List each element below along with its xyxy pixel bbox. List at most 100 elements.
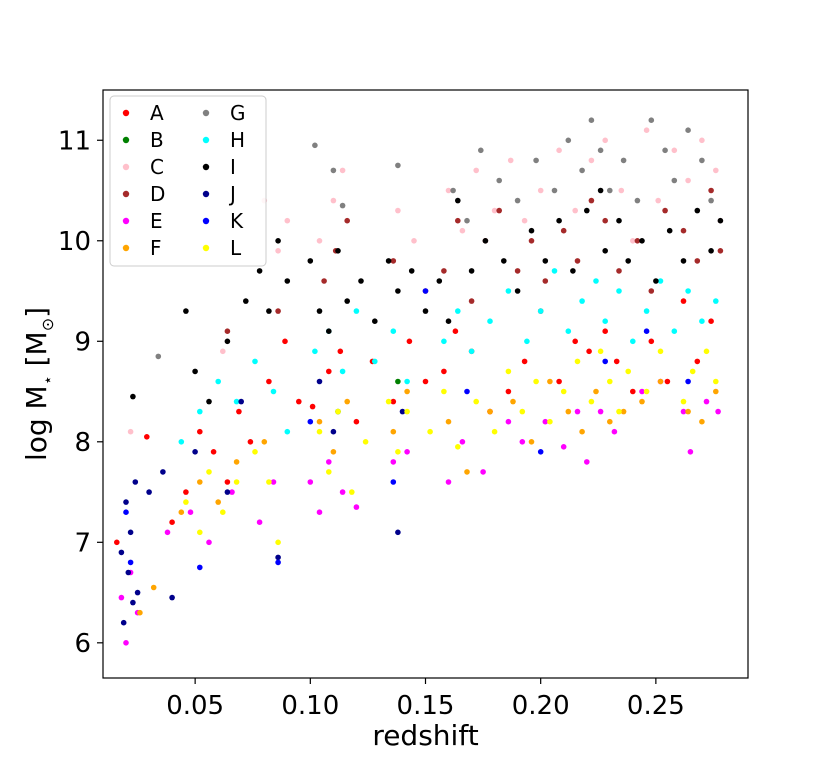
point-e-30 xyxy=(680,408,687,415)
point-i-42 xyxy=(708,248,714,254)
point-i-11 xyxy=(316,308,323,314)
point-c-19 xyxy=(588,157,595,164)
legend-entry-d: D xyxy=(122,182,165,206)
legend-marker xyxy=(122,163,130,171)
point-l-17 xyxy=(441,388,447,395)
point-j-17 xyxy=(395,529,401,536)
point-i-23 xyxy=(455,197,461,204)
x-tick-label: 0.05 xyxy=(166,691,224,721)
point-c-3 xyxy=(275,248,281,254)
point-a-37 xyxy=(708,318,714,325)
point-f-17 xyxy=(547,378,553,385)
y-tick-label: 6 xyxy=(74,629,91,659)
point-i-43 xyxy=(717,217,724,224)
point-h-11 xyxy=(372,358,378,365)
point-d-20 xyxy=(634,238,641,244)
point-j-9 xyxy=(160,469,166,475)
point-g-8 xyxy=(496,177,503,184)
point-e-33 xyxy=(715,408,721,415)
point-e-24 xyxy=(574,408,581,415)
point-a-8 xyxy=(247,439,254,445)
x-axis-label: redshift xyxy=(372,719,478,752)
data-points xyxy=(114,117,724,646)
legend-entry-j: J xyxy=(202,182,236,206)
point-j-15 xyxy=(316,378,323,385)
point-j-0 xyxy=(118,549,125,556)
point-f-5 xyxy=(233,459,240,465)
point-l-28 xyxy=(597,348,604,355)
y-axis-label: log M⋆ [M⊙] xyxy=(20,307,57,461)
point-g-19 xyxy=(648,117,655,123)
point-a-7 xyxy=(236,408,242,415)
point-f-2 xyxy=(178,509,185,515)
point-j-7 xyxy=(134,589,141,596)
point-d-8 xyxy=(455,217,461,224)
point-c-16 xyxy=(537,187,544,194)
point-a-28 xyxy=(572,338,578,345)
point-h-21 xyxy=(551,268,558,274)
point-l-13 xyxy=(385,398,392,405)
point-l-1 xyxy=(197,529,203,536)
point-g-10 xyxy=(533,157,539,164)
point-i-25 xyxy=(482,238,489,244)
point-h-32 xyxy=(699,318,705,325)
point-g-13 xyxy=(579,167,585,174)
legend-label: L xyxy=(230,236,242,260)
point-l-3 xyxy=(220,509,226,515)
point-a-17 xyxy=(390,398,397,405)
point-h-31 xyxy=(685,288,691,294)
point-h-1 xyxy=(197,408,203,415)
point-f-20 xyxy=(593,388,599,395)
point-d-2 xyxy=(321,278,327,284)
point-d-25 xyxy=(708,187,714,194)
point-i-0 xyxy=(130,393,136,400)
legend-entry-l: L xyxy=(202,236,242,260)
point-d-14 xyxy=(542,278,549,284)
point-i-39 xyxy=(666,227,673,234)
point-j-3 xyxy=(125,569,132,576)
point-k-5 xyxy=(390,479,397,485)
point-l-35 xyxy=(689,368,696,375)
point-h-13 xyxy=(404,378,410,385)
legend-entry-k: K xyxy=(202,209,244,233)
point-h-18 xyxy=(505,288,512,294)
y-axis-label-unit-open: [M xyxy=(20,331,53,375)
legend-entry-g: G xyxy=(202,101,246,125)
point-f-15 xyxy=(510,398,516,405)
point-l-5 xyxy=(252,449,258,455)
point-j-13 xyxy=(238,398,244,405)
point-b-1 xyxy=(395,378,401,385)
point-g-16 xyxy=(607,187,613,194)
legend-label: A xyxy=(150,101,164,125)
point-c-0 xyxy=(127,428,134,435)
point-c-8 xyxy=(395,207,401,214)
point-i-18 xyxy=(395,288,401,294)
point-h-9 xyxy=(339,368,346,375)
point-f-13 xyxy=(464,469,470,475)
point-e-22 xyxy=(542,418,549,425)
point-f-19 xyxy=(579,428,585,435)
point-h-7 xyxy=(312,348,318,355)
point-f-12 xyxy=(445,418,452,425)
point-i-24 xyxy=(468,268,475,274)
y-tick-label: 11 xyxy=(58,126,91,156)
point-h-28 xyxy=(643,308,650,314)
point-e-32 xyxy=(703,398,710,405)
point-i-29 xyxy=(542,258,549,264)
legend-box xyxy=(109,95,267,267)
point-c-4 xyxy=(284,217,291,224)
legend-entry-h: H xyxy=(202,128,245,152)
point-e-12 xyxy=(326,459,332,465)
point-g-7 xyxy=(478,147,484,154)
legend-marker xyxy=(122,109,130,117)
point-i-36 xyxy=(625,258,631,264)
point-k-3 xyxy=(275,559,281,566)
point-f-21 xyxy=(607,418,613,425)
point-e-20 xyxy=(505,418,512,425)
point-h-10 xyxy=(353,308,360,314)
point-j-4 xyxy=(127,529,134,536)
point-k-9 xyxy=(602,358,608,365)
point-d-1 xyxy=(275,308,281,314)
point-a-9 xyxy=(266,378,272,385)
legend-label: B xyxy=(150,128,164,152)
